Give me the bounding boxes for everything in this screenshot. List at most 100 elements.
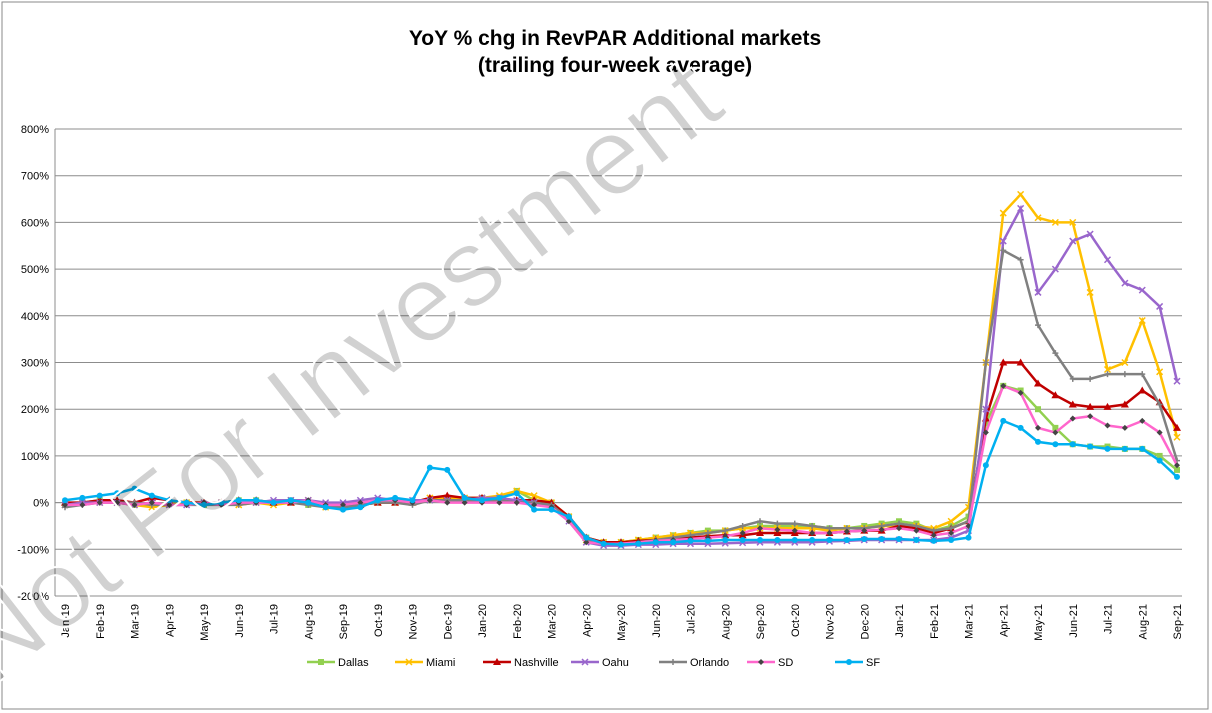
marker	[878, 526, 885, 533]
x-tick-label: Mar-21	[964, 604, 976, 639]
marker	[531, 506, 538, 513]
marker	[405, 658, 413, 666]
marker	[948, 529, 955, 536]
marker	[600, 540, 607, 547]
marker	[774, 526, 781, 533]
marker	[1052, 429, 1059, 436]
marker	[948, 536, 955, 543]
marker	[305, 499, 312, 506]
legend-label: Oahu	[602, 657, 629, 669]
marker	[1068, 400, 1077, 408]
marker	[687, 537, 694, 544]
marker	[531, 501, 538, 508]
y-tick-label: -200%	[17, 591, 49, 603]
marker	[1104, 371, 1111, 378]
marker	[1069, 237, 1077, 245]
x-tick-label: May-19	[199, 604, 211, 641]
marker	[461, 499, 468, 506]
marker	[461, 494, 468, 501]
marker	[357, 504, 364, 511]
marker	[1103, 365, 1112, 374]
marker	[861, 527, 868, 534]
chart-subtitle: (trailing four-week average)	[478, 54, 752, 77]
marker	[1173, 377, 1181, 385]
marker	[96, 492, 103, 499]
marker	[1139, 417, 1146, 424]
marker	[443, 491, 452, 499]
x-tick-label: Jan-21	[894, 604, 906, 638]
marker	[1156, 452, 1163, 459]
marker	[722, 527, 729, 534]
marker	[1104, 422, 1111, 429]
marker	[493, 658, 501, 665]
marker	[913, 527, 920, 534]
x-tick-label: Dec-20	[859, 604, 871, 639]
x-tick-label: Nov-19	[408, 604, 420, 639]
marker	[583, 534, 590, 541]
y-tick-label: 400%	[21, 311, 49, 323]
x-tick-label: Oct-20	[790, 604, 802, 637]
marker	[392, 494, 399, 501]
x-tick-label: Jan-19	[60, 604, 72, 638]
marker	[357, 499, 364, 506]
x-tick-label: Jun-20	[651, 604, 663, 638]
marker	[947, 517, 955, 525]
marker	[479, 497, 485, 504]
marker	[913, 536, 920, 543]
marker	[930, 537, 937, 544]
marker	[791, 536, 798, 543]
marker	[253, 497, 260, 504]
marker	[1121, 371, 1128, 378]
y-tick-label: 800%	[21, 124, 49, 136]
marker	[982, 429, 989, 436]
marker	[1173, 433, 1181, 441]
marker	[618, 541, 624, 548]
marker	[1087, 413, 1094, 420]
marker	[235, 497, 242, 504]
x-tick-label: May-21	[1033, 604, 1045, 641]
x-tick-label: Aug-21	[1137, 604, 1149, 639]
marker	[114, 499, 121, 506]
marker	[1035, 406, 1041, 413]
marker	[1156, 401, 1163, 408]
y-tick-label: 300%	[21, 358, 49, 370]
y-tick-label: 600%	[21, 217, 49, 229]
marker	[704, 537, 711, 544]
marker	[1017, 424, 1024, 431]
marker	[1052, 441, 1059, 448]
marker	[166, 497, 173, 504]
marker	[1174, 473, 1180, 480]
marker	[791, 527, 798, 534]
marker	[1034, 288, 1042, 296]
marker	[148, 492, 155, 499]
legend-label: Nashville	[514, 657, 559, 669]
x-tick-label: Feb-21	[929, 604, 941, 639]
marker	[548, 506, 555, 513]
marker	[340, 506, 346, 513]
marker	[1156, 457, 1163, 464]
marker	[843, 528, 850, 535]
marker	[757, 518, 763, 525]
marker	[722, 536, 729, 543]
x-tick-label: Feb-20	[512, 604, 524, 639]
marker	[843, 536, 850, 543]
marker	[79, 501, 86, 508]
marker	[965, 534, 972, 541]
marker	[791, 520, 798, 527]
marker	[581, 658, 589, 666]
marker	[1051, 265, 1059, 273]
x-tick-label: Sep-21	[1172, 604, 1184, 639]
marker	[1000, 382, 1007, 389]
marker	[444, 499, 451, 506]
marker	[1173, 423, 1181, 431]
marker	[1138, 286, 1146, 294]
marker	[1017, 256, 1024, 263]
marker	[201, 501, 207, 508]
x-tick-label: Feb-19	[95, 604, 107, 639]
marker	[757, 536, 763, 543]
marker	[1087, 443, 1094, 450]
marker	[496, 494, 503, 501]
marker	[1174, 462, 1180, 469]
marker	[62, 497, 68, 504]
